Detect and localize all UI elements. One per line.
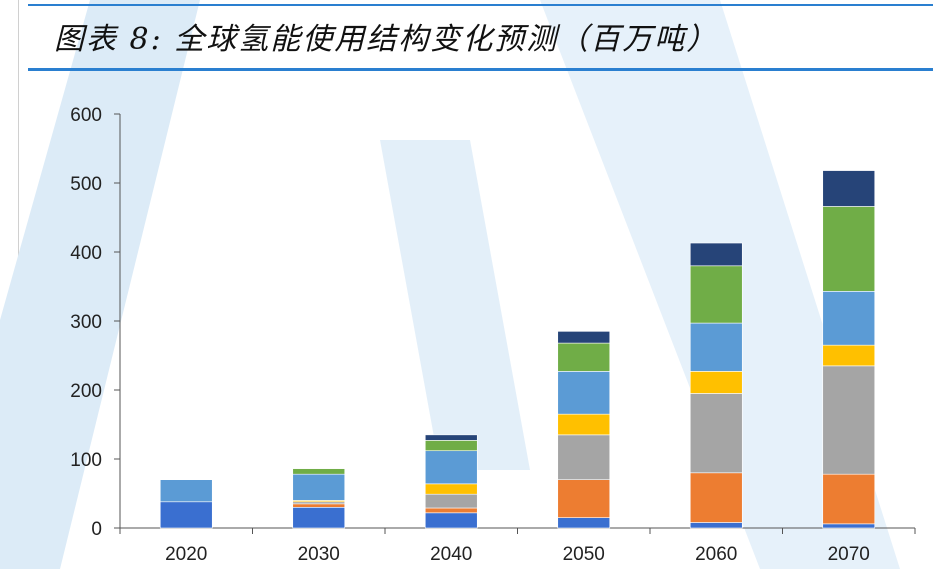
bar-segment bbox=[557, 371, 611, 415]
y-tick-label: 300 bbox=[70, 312, 102, 333]
bar-segment bbox=[689, 242, 743, 267]
bar-segment bbox=[557, 479, 611, 518]
bar-segment bbox=[557, 413, 611, 436]
x-tick-label: 2030 bbox=[298, 544, 340, 565]
bar-segment bbox=[292, 501, 346, 505]
x-axis: 2020 2030 2040 2050 2060 2070 bbox=[119, 527, 916, 565]
y-tick-label: 0 bbox=[91, 519, 102, 540]
bar-segment bbox=[424, 507, 478, 514]
bar-segment bbox=[424, 483, 478, 495]
bar-segment bbox=[689, 265, 743, 324]
bar-segment bbox=[822, 365, 876, 475]
header-top-rule bbox=[28, 4, 933, 6]
bar-segment bbox=[822, 523, 876, 529]
bar-segment bbox=[689, 472, 743, 523]
y-tick-label: 100 bbox=[70, 450, 102, 471]
bar-segment bbox=[689, 322, 743, 372]
bar-segment bbox=[424, 450, 478, 485]
bar-segment bbox=[822, 170, 876, 207]
bar-segment bbox=[424, 512, 478, 529]
x-tick-label: 2020 bbox=[165, 544, 207, 565]
header-bottom-rule bbox=[28, 68, 933, 71]
y-tick-label: 500 bbox=[70, 174, 102, 195]
bar-segment bbox=[689, 522, 743, 529]
bar-segment bbox=[424, 493, 478, 509]
x-tick-label: 2040 bbox=[430, 544, 472, 565]
bar-segment bbox=[557, 342, 611, 372]
bar-segment bbox=[822, 206, 876, 292]
bar-segment bbox=[689, 393, 743, 474]
bar-segment bbox=[292, 468, 346, 475]
x-tick-label: 2050 bbox=[563, 544, 605, 565]
bar-segment bbox=[424, 434, 478, 441]
bar-segment bbox=[292, 473, 346, 501]
bar-segment bbox=[159, 479, 213, 503]
chart-title: 图表 8: 全球氢能使用结构变化预测（百万吨） bbox=[54, 22, 719, 57]
bar-segment bbox=[557, 517, 611, 529]
watermark-shape-center bbox=[380, 140, 530, 470]
bars bbox=[159, 170, 876, 529]
y-tick-label: 200 bbox=[70, 381, 102, 402]
bar-segment bbox=[557, 331, 611, 344]
y-axis: 0 100 200 300 400 500 600 bbox=[70, 105, 121, 540]
bar-segment bbox=[159, 501, 213, 529]
y-tick-label: 600 bbox=[70, 105, 102, 126]
y-tick-label: 400 bbox=[70, 243, 102, 264]
bar-segment bbox=[822, 344, 876, 367]
bar-segment bbox=[822, 291, 876, 346]
x-tick-label: 2070 bbox=[828, 544, 870, 565]
header: 图表 8: 全球氢能使用结构变化预测（百万吨） bbox=[0, 0, 933, 72]
watermark-shape-left bbox=[0, 0, 200, 569]
bar-segment bbox=[292, 506, 346, 529]
bar-segment bbox=[557, 434, 611, 481]
bar-segment bbox=[822, 473, 876, 525]
x-tick-label: 2060 bbox=[695, 544, 737, 565]
bar-segment bbox=[292, 503, 346, 508]
bar-segment bbox=[424, 440, 478, 452]
bar-segment bbox=[689, 371, 743, 394]
